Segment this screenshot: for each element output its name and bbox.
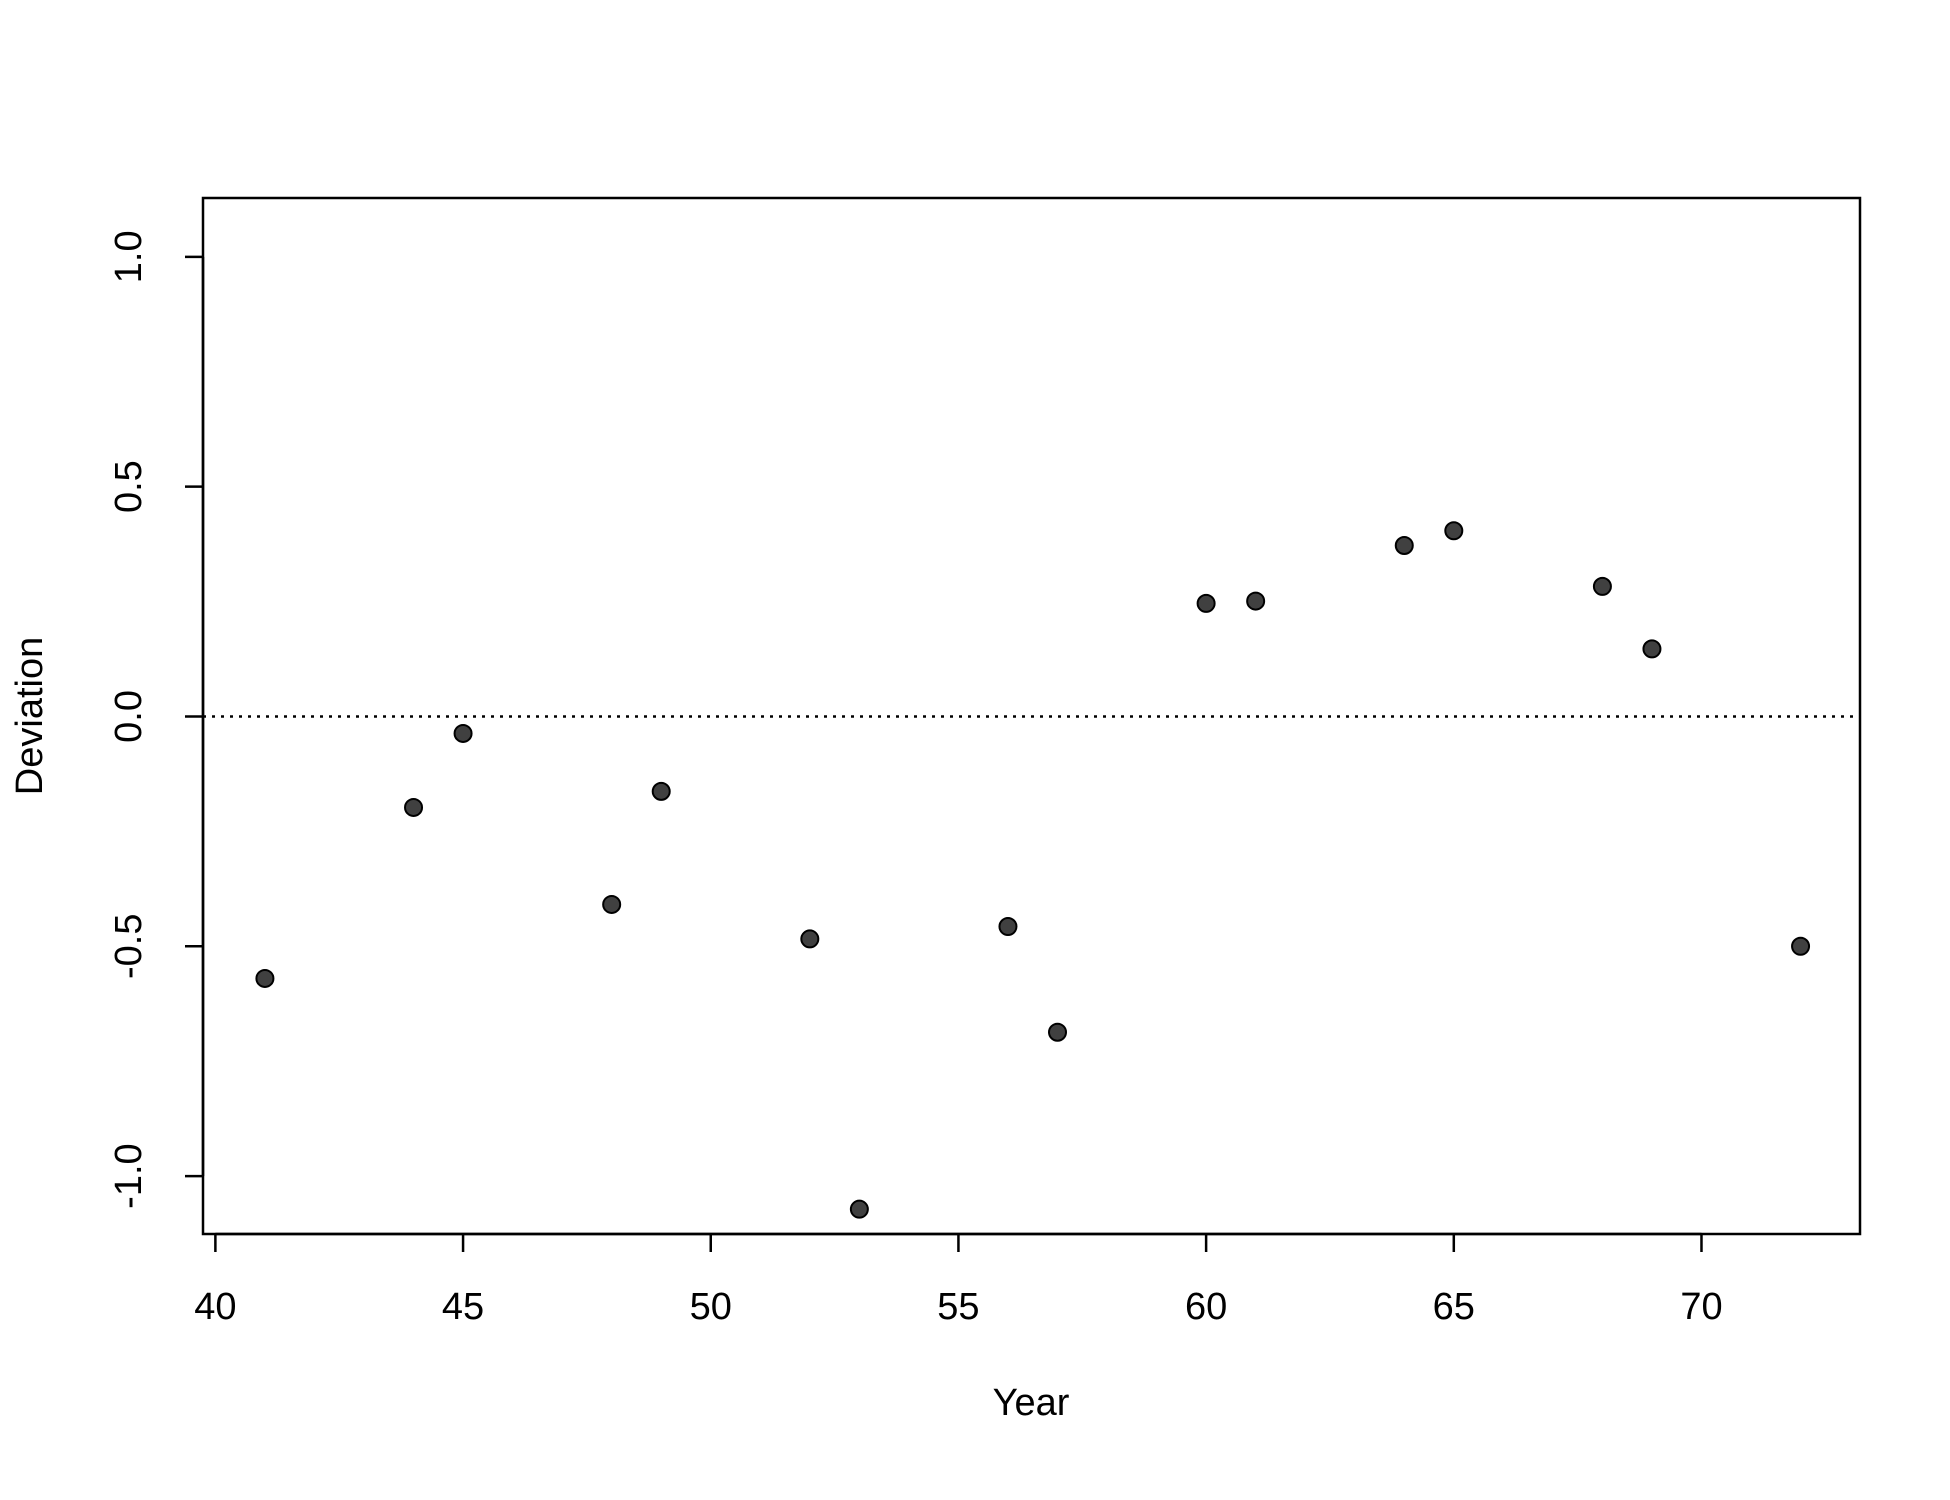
x-tick-label: 55: [937, 1286, 979, 1328]
y-axis-label: Deviation: [9, 637, 51, 795]
x-tick-label: 60: [1185, 1286, 1227, 1328]
point: [453, 723, 473, 743]
point: [1196, 593, 1216, 613]
y-tick-label: -0.5: [108, 914, 150, 979]
point: [1246, 591, 1266, 611]
point: [1444, 521, 1464, 541]
point: [255, 968, 275, 988]
point: [800, 929, 820, 949]
point: [1592, 576, 1612, 596]
y-tick-label: 0.0: [108, 690, 150, 743]
point: [1642, 639, 1662, 659]
point: [651, 781, 671, 801]
point: [602, 894, 622, 914]
x-axis-label: Year: [993, 1382, 1070, 1424]
point: [849, 1199, 869, 1219]
y-tick-label: 0.5: [108, 460, 150, 513]
x-tick-label: 45: [442, 1286, 484, 1328]
y-tick-label: -1.0: [108, 1143, 150, 1208]
x-tick-label: 50: [690, 1286, 732, 1328]
point: [404, 797, 424, 817]
point: [998, 917, 1018, 937]
point: [1791, 936, 1811, 956]
point: [1394, 535, 1414, 555]
x-tick-label: 70: [1680, 1286, 1722, 1328]
y-tick-label: 1.0: [108, 230, 150, 283]
point: [1048, 1022, 1068, 1042]
x-tick-label: 40: [194, 1286, 236, 1328]
x-tick-label: 65: [1433, 1286, 1475, 1328]
